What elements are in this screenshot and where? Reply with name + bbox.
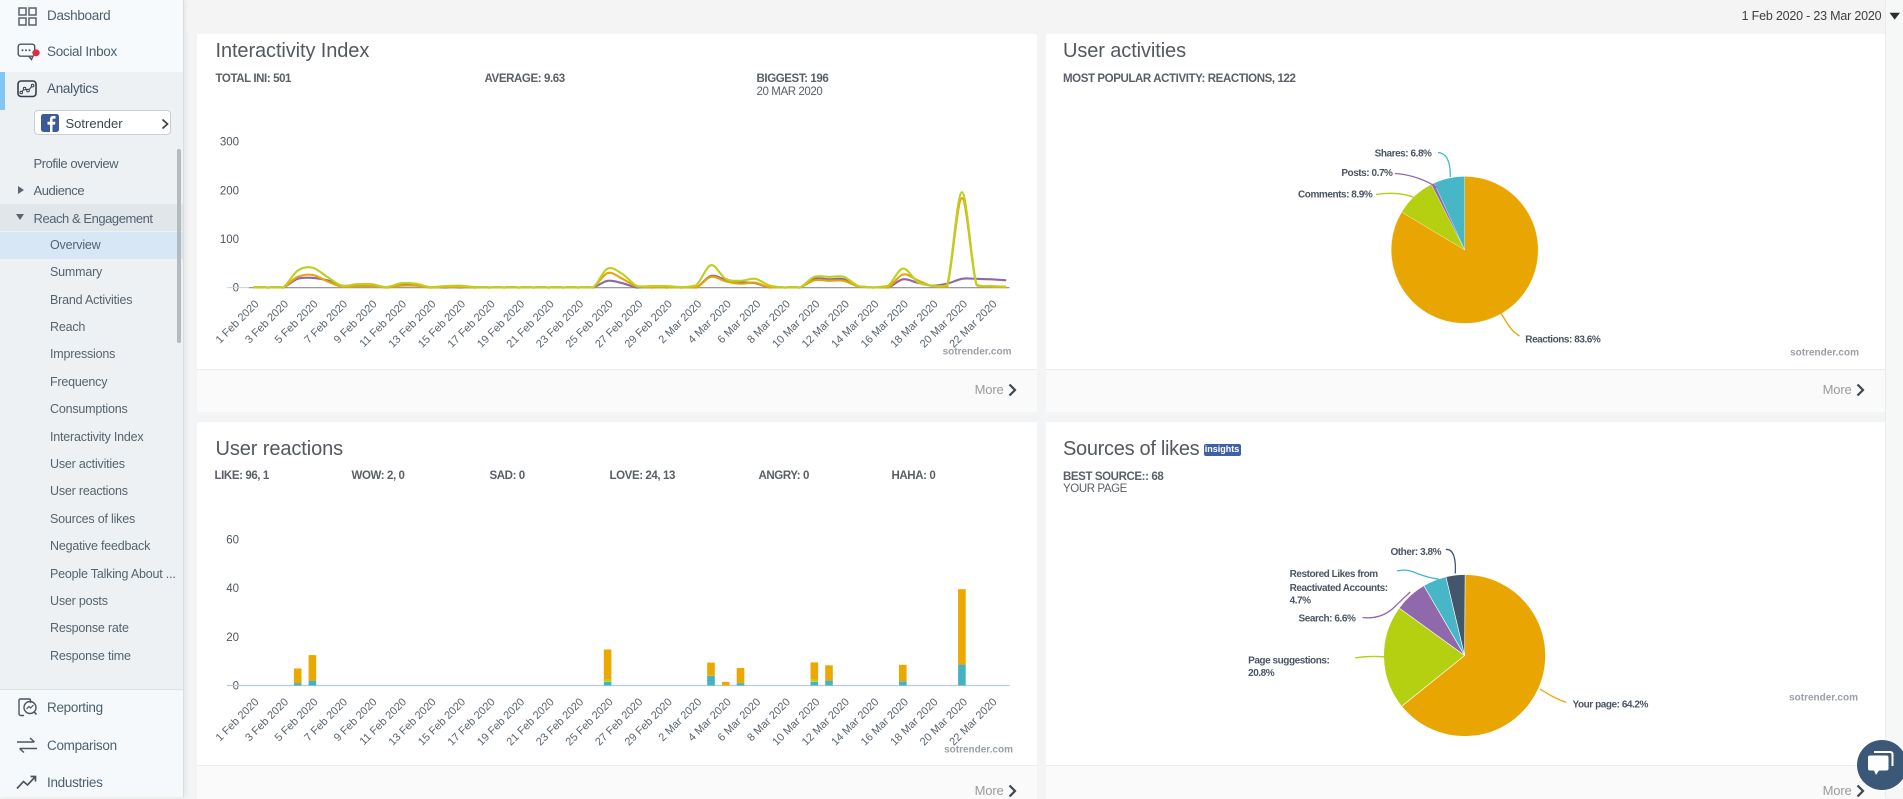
svg-text:Posts: 0.7%: Posts: 0.7% [1341, 168, 1393, 179]
svg-text:sotrender.com: sotrender.com [944, 744, 1013, 755]
svg-text:Comments: 8.9%: Comments: 8.9% [1298, 190, 1373, 201]
svg-text:20.8%: 20.8% [1248, 668, 1275, 679]
svg-text:sotrender.com: sotrender.com [1789, 692, 1858, 703]
svg-text:sotrender.com: sotrender.com [942, 347, 1011, 358]
svg-text:300: 300 [219, 137, 238, 149]
svg-text:0: 0 [232, 283, 238, 295]
svg-text:Page suggestions:: Page suggestions: [1248, 655, 1329, 666]
svg-text:100: 100 [219, 234, 238, 246]
svg-text:0: 0 [232, 680, 238, 692]
svg-text:Other: 3.8%: Other: 3.8% [1390, 547, 1441, 558]
svg-text:4.7%: 4.7% [1290, 595, 1312, 606]
svg-text:Reactions: 83.6%: Reactions: 83.6% [1525, 335, 1601, 346]
svg-text:40: 40 [226, 583, 239, 595]
svg-text:sotrender.com: sotrender.com [1790, 348, 1859, 359]
svg-text:20: 20 [226, 631, 239, 643]
svg-text:Search: 6.6%: Search: 6.6% [1299, 613, 1356, 624]
svg-text:Reactivated Accounts:: Reactivated Accounts: [1290, 583, 1388, 594]
svg-text:Your page: 64.2%: Your page: 64.2% [1573, 699, 1649, 710]
svg-text:200: 200 [219, 185, 238, 197]
svg-text:Shares: 6.8%: Shares: 6.8% [1375, 149, 1432, 160]
svg-text:Restored Likes from: Restored Likes from [1290, 569, 1379, 580]
svg-text:60: 60 [226, 534, 239, 546]
